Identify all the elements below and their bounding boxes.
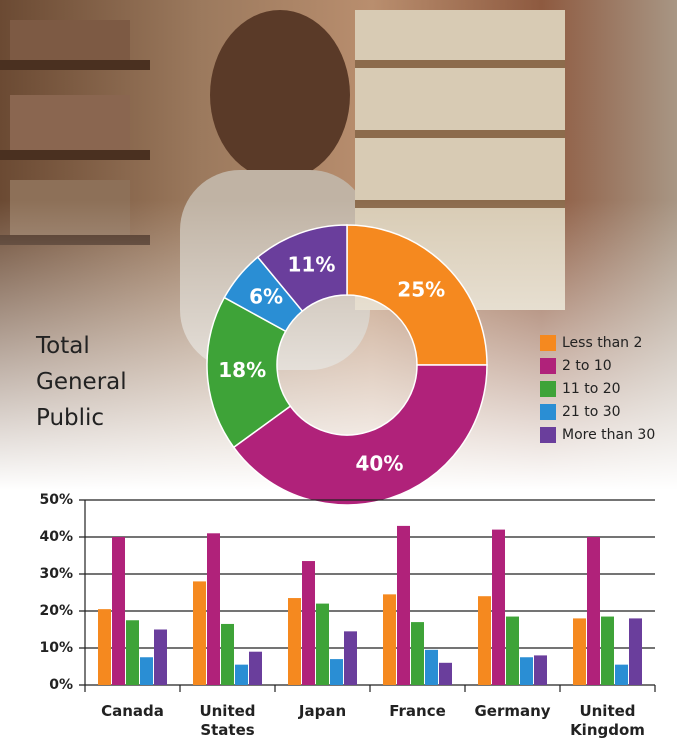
- bar: [411, 622, 424, 685]
- legend-label: 2 to 10: [562, 358, 612, 374]
- y-tick-label: 50%: [39, 492, 73, 508]
- bar: [126, 620, 139, 685]
- x-tick-label: France: [373, 702, 463, 721]
- x-tick-label: Canada: [88, 702, 178, 721]
- bar: [193, 581, 206, 685]
- bar: [425, 650, 438, 685]
- bar: [478, 596, 491, 685]
- bar: [235, 665, 248, 685]
- bar: [249, 652, 262, 685]
- bar: [573, 618, 586, 685]
- x-tick-label: Japan: [278, 702, 368, 721]
- bar: [140, 657, 153, 685]
- x-tick-label: United Kingdom: [563, 702, 653, 740]
- slice-label: 18%: [218, 358, 266, 382]
- bar: [207, 533, 220, 685]
- bar: [534, 655, 547, 685]
- chart-title: Total General Public: [36, 328, 156, 436]
- y-tick-label: 0%: [49, 677, 73, 693]
- bar: [98, 609, 111, 685]
- bar: [221, 624, 234, 685]
- bar: [330, 659, 343, 685]
- bar: [112, 537, 125, 685]
- bar: [397, 526, 410, 685]
- bar: [629, 618, 642, 685]
- bar: [344, 631, 357, 685]
- page: {"chart_data": [ {"type": "donut", "titl…: [0, 0, 677, 740]
- legend-swatch: [540, 427, 556, 443]
- y-tick-label: 20%: [39, 603, 73, 619]
- bar: [492, 530, 505, 685]
- bar: [601, 617, 614, 685]
- slice-label: 11%: [287, 253, 335, 277]
- x-tick-label: United States: [183, 702, 273, 740]
- legend-label: More than 30: [562, 427, 655, 443]
- legend-label: 21 to 30: [562, 404, 621, 420]
- slice-label: 40%: [356, 451, 404, 475]
- bar: [316, 604, 329, 685]
- legend-swatch: [540, 404, 556, 420]
- legend-swatch: [540, 335, 556, 351]
- y-tick-label: 30%: [39, 566, 73, 582]
- y-tick-label: 40%: [39, 529, 73, 545]
- legend-label: 11 to 20: [562, 381, 621, 397]
- x-tick-label: Germany: [468, 702, 558, 721]
- slice-label: 6%: [249, 285, 283, 309]
- bar: [302, 561, 315, 685]
- legend-swatch: [540, 381, 556, 397]
- legend-swatch: [540, 358, 556, 374]
- bar: [154, 630, 167, 686]
- bar: [615, 665, 628, 685]
- legend-label: Less than 2: [562, 335, 642, 351]
- bar: [288, 598, 301, 685]
- bar: [587, 537, 600, 685]
- bar: [383, 594, 396, 685]
- bar: [520, 657, 533, 685]
- y-tick-label: 10%: [39, 640, 73, 656]
- bar: [439, 663, 452, 685]
- bar: [506, 617, 519, 685]
- slice-label: 25%: [397, 277, 445, 301]
